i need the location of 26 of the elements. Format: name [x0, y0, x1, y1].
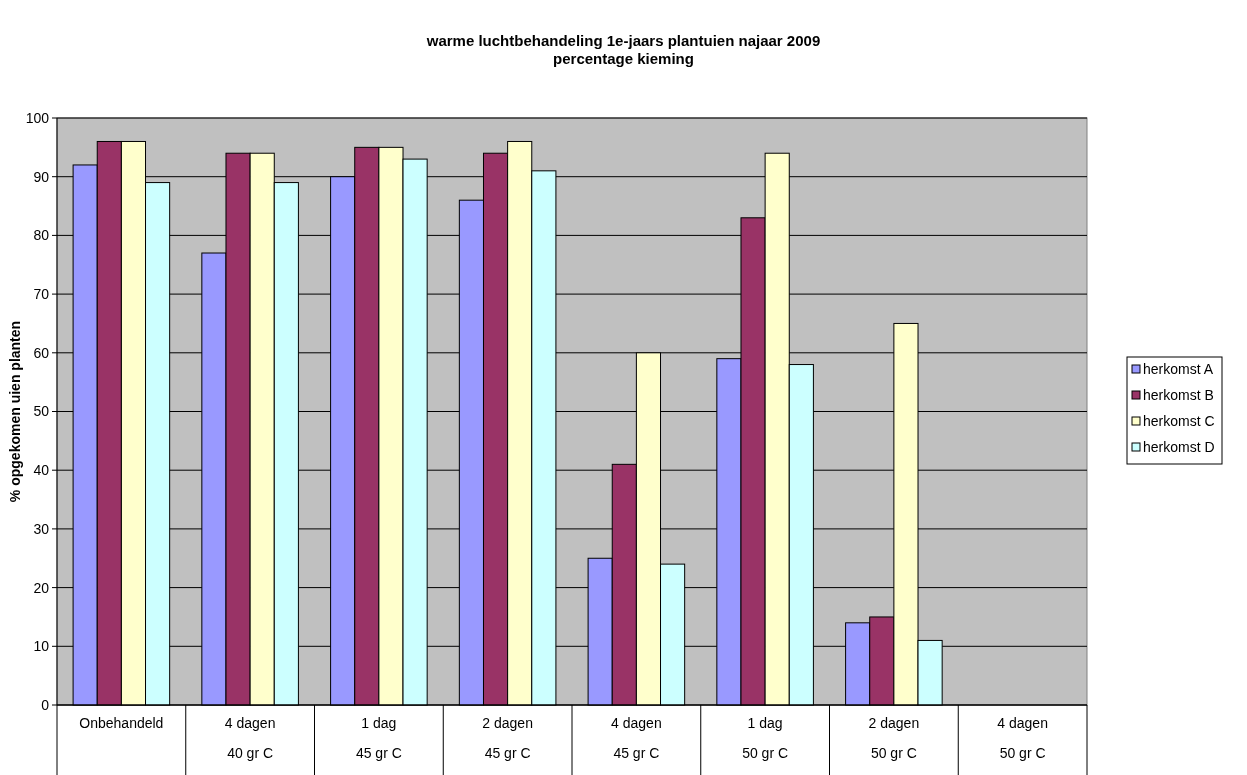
y-tick-label: 40 — [33, 462, 50, 479]
x-tick-label: 1 dag 50 gr C — [742, 715, 789, 761]
y-tick-label: 80 — [33, 227, 50, 244]
y-tick-label: 10 — [33, 638, 50, 655]
y-tick-label: 50 — [33, 403, 50, 420]
y-tick-label: 90 — [33, 168, 50, 185]
y-tick-label: 30 — [33, 520, 50, 537]
x-tick-label: 4 dagen 50 gr C — [997, 715, 1048, 761]
legend-label: herkomst A — [1143, 360, 1214, 377]
chart-subtitle: percentage kieming — [553, 50, 694, 67]
x-tick-label: 4 dagen 40 gr C — [224, 715, 276, 761]
y-tick-label: 60 — [33, 344, 50, 361]
x-tick-label: 2 dagen 50 gr C — [868, 715, 920, 761]
y-tick-label: 20 — [33, 579, 50, 596]
y-tick-label: 70 — [33, 286, 50, 302]
chart-title: warme luchtbehandeling 1e-jaars plantuien najaar 2009 — [425, 32, 821, 49]
y-tick-label: 0 — [41, 696, 50, 713]
legend-label: herkomst D — [1143, 438, 1215, 455]
legend-label: herkomst B — [1143, 386, 1214, 403]
legend-label: herkomst C — [1143, 412, 1215, 429]
x-tick-label: Onbehandeld — [79, 715, 164, 731]
x-tick-label: 4 dagen 45 gr C — [611, 715, 662, 761]
x-tick-label: 1 dag 45 gr C — [355, 715, 402, 761]
x-tick-label: 2 dagen 45 gr C — [482, 715, 533, 761]
y-tick-label: 100 — [25, 109, 50, 126]
y-axis-title: % opgekomen uien planten — [7, 320, 23, 503]
